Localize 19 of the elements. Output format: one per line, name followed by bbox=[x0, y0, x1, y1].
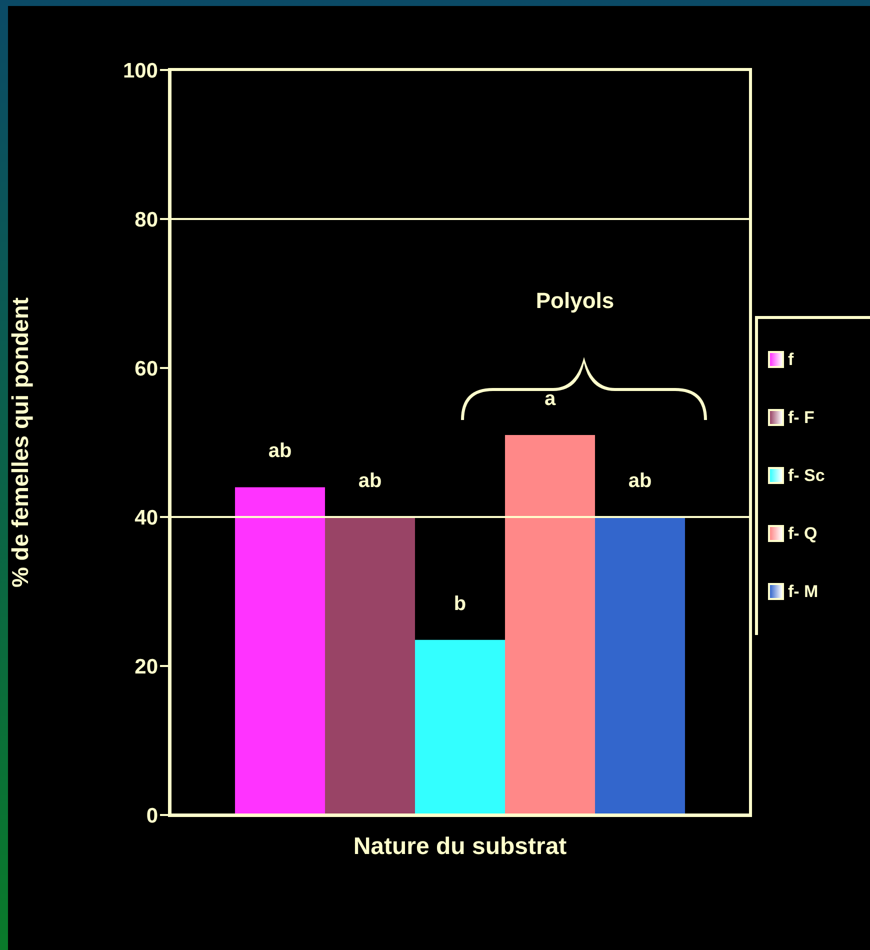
y-axis-title: % de femelles qui pondent bbox=[7, 297, 34, 588]
y-tick-label: 40 bbox=[134, 506, 158, 530]
legend-label: f- F bbox=[788, 408, 814, 428]
legend-label: f bbox=[788, 350, 794, 370]
data-label: ab bbox=[358, 470, 382, 492]
x-axis-title: Nature du substrat bbox=[353, 833, 567, 860]
y-tick-label: 20 bbox=[134, 655, 158, 678]
y-tick-label: 60 bbox=[134, 357, 158, 380]
data-label: ab bbox=[628, 470, 652, 492]
annotation: Polyols bbox=[534, 288, 616, 314]
legend-label: f- Sc bbox=[788, 466, 825, 486]
legend-label: f- M bbox=[788, 582, 818, 602]
data-label: b bbox=[454, 592, 466, 615]
y-tick-label: 80 bbox=[134, 208, 158, 232]
y-tick-label: 0 bbox=[146, 804, 158, 828]
data-label: ab bbox=[268, 440, 292, 462]
y-tick-label: 100 bbox=[122, 59, 158, 82]
legend-label: f- Q bbox=[788, 524, 818, 544]
data-label: a bbox=[544, 388, 556, 410]
